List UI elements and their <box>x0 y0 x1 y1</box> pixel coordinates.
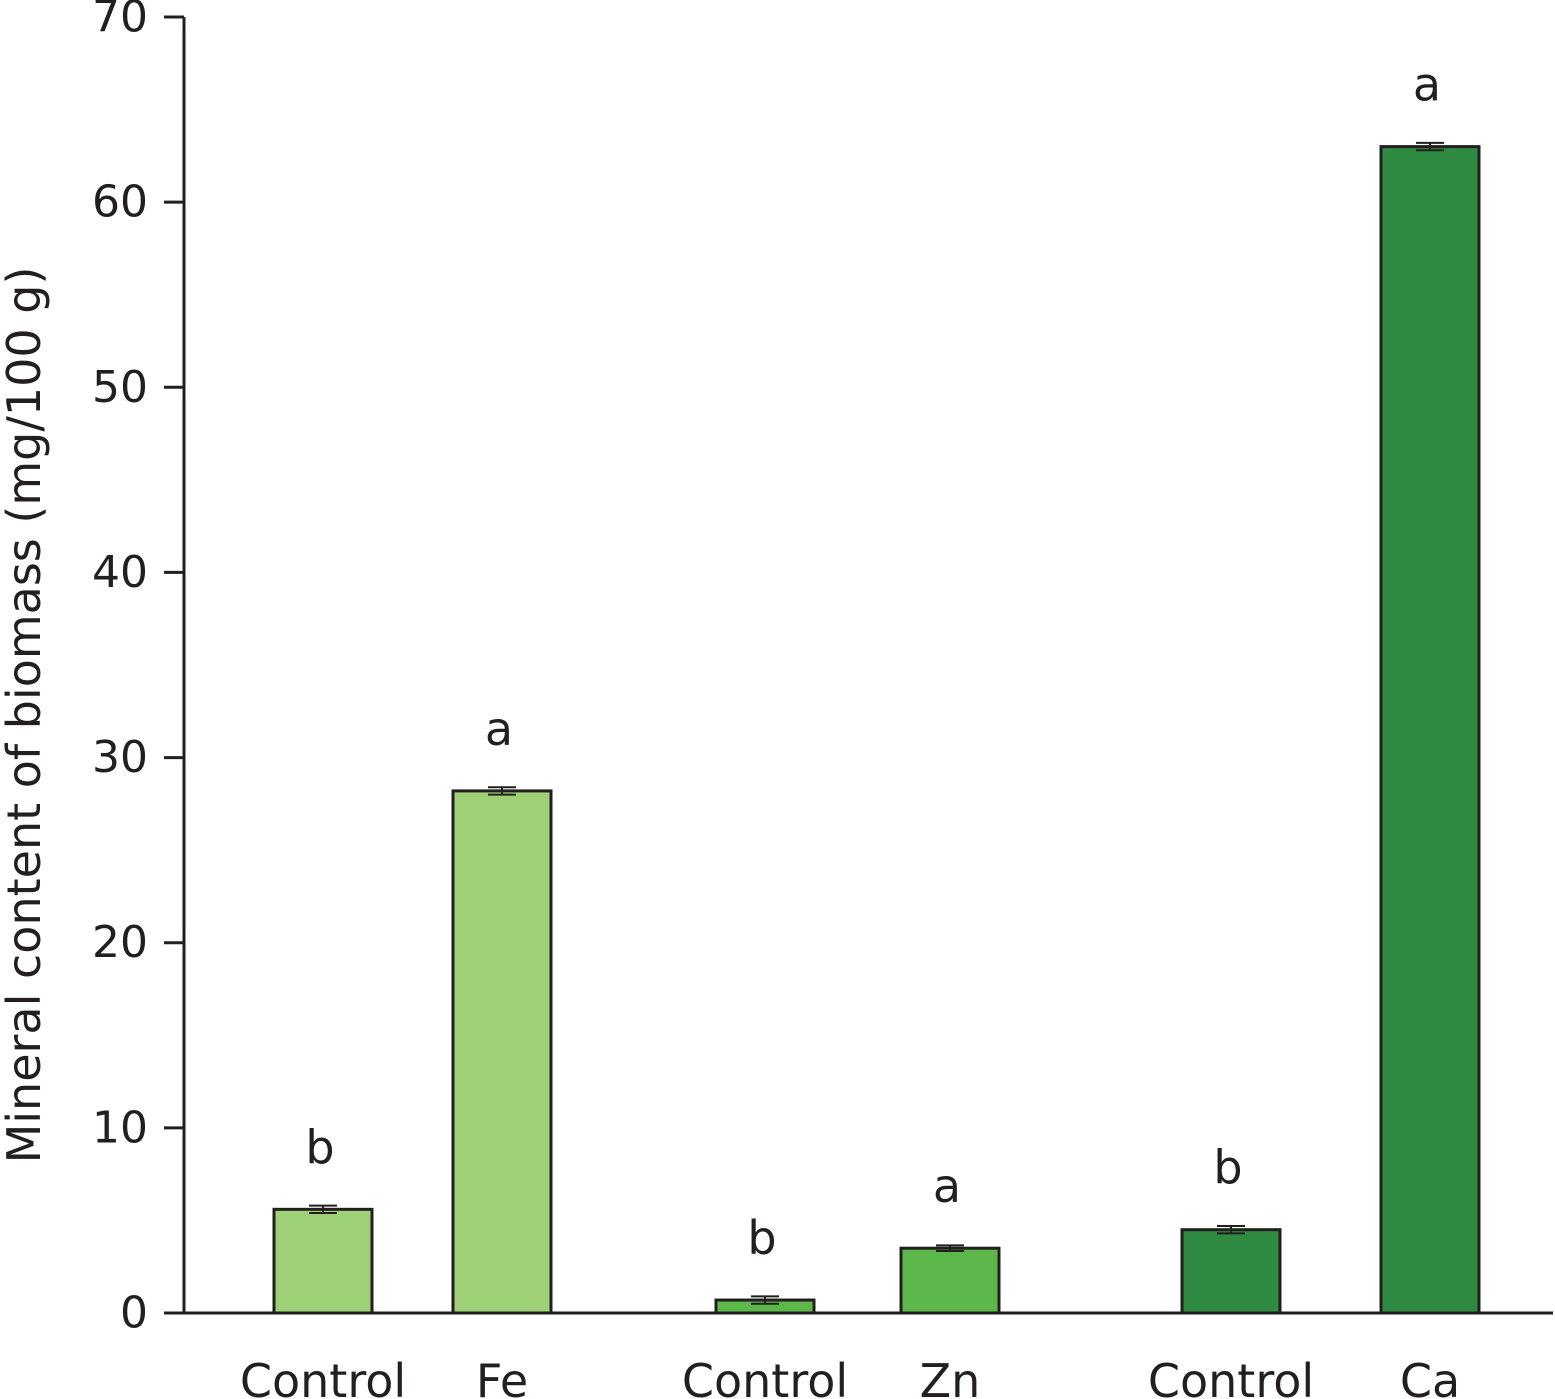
bar-ca-control <box>1180 1228 1282 1315</box>
significance-letter: b <box>305 1120 334 1174</box>
y-tick-label: 0 <box>120 1288 148 1339</box>
y-tick-label: 50 <box>92 362 148 413</box>
category-label: Ca <box>1400 1354 1460 1399</box>
x-axis-category-labels: Control Fe Control Zn Control Ca <box>240 1354 1460 1399</box>
significance-letter: a <box>1413 58 1441 112</box>
category-label: Zn <box>920 1354 981 1399</box>
y-axis-ticks: 0 10 20 30 40 50 60 70 <box>92 0 184 1339</box>
bar-fe-fe <box>451 789 553 1315</box>
category-label: Fe <box>476 1354 528 1399</box>
y-axis-title: Mineral content of biomass (mg/100 g) <box>0 267 51 1164</box>
significance-letter: a <box>933 1159 961 1213</box>
bars <box>272 145 1481 1315</box>
significance-labels: b a b a b a <box>305 58 1441 1265</box>
category-label: Control <box>682 1354 848 1399</box>
significance-letter: b <box>1213 1141 1242 1195</box>
error-bars <box>309 141 1444 1305</box>
y-tick-label: 40 <box>92 547 148 598</box>
y-tick-label: 30 <box>92 732 148 783</box>
y-tick-label: 20 <box>92 917 148 968</box>
category-label: Control <box>1148 1354 1314 1399</box>
bar-fe-control <box>272 1207 374 1315</box>
category-label: Control <box>240 1354 406 1399</box>
bar-zn-zn <box>899 1246 1001 1315</box>
bar-ca-ca <box>1379 145 1481 1315</box>
y-tick-label: 10 <box>92 1102 148 1153</box>
y-tick-label: 70 <box>92 0 148 43</box>
significance-letter: a <box>485 702 513 756</box>
significance-letter: b <box>747 1211 776 1265</box>
y-tick-label: 60 <box>92 177 148 228</box>
